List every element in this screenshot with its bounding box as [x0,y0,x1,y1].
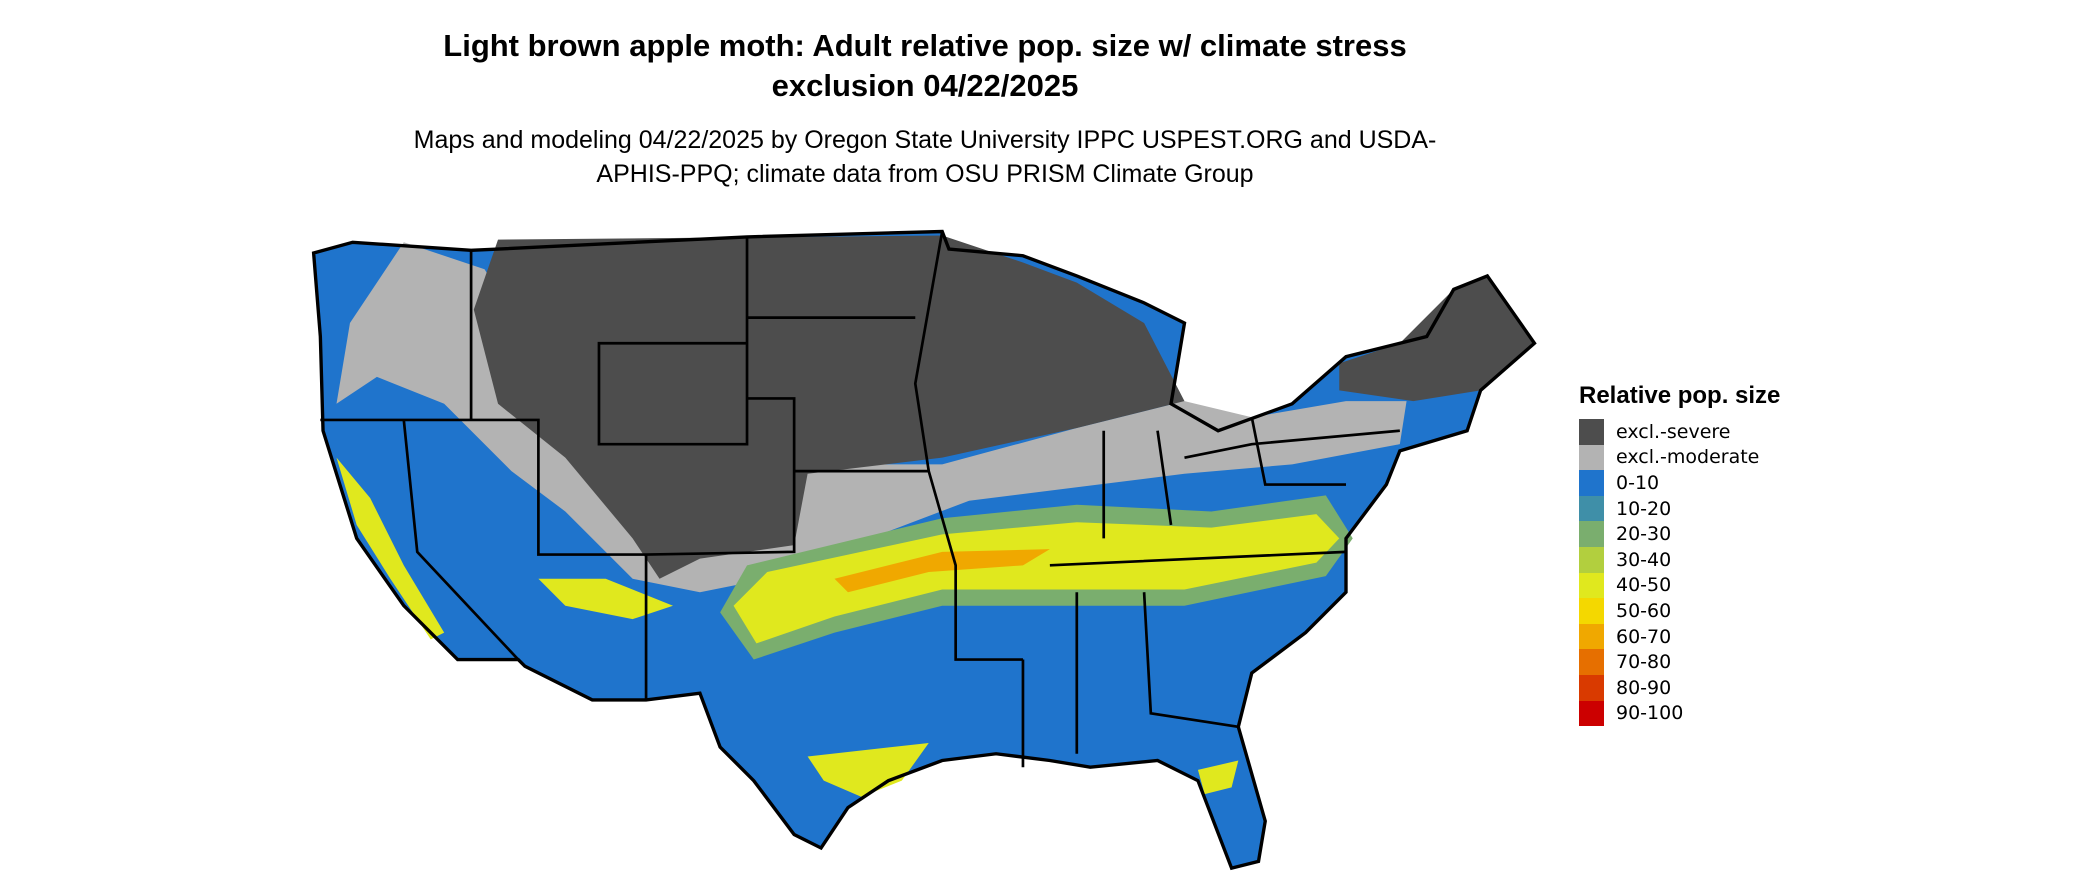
legend-swatch [1579,521,1604,547]
legend-label: 0-10 [1616,471,1660,494]
state-borders [320,231,1400,768]
legend-item: 60-70 [1579,623,1759,650]
legend-swatch [1579,700,1604,727]
legend-item: excl.-severe [1579,419,1759,445]
legend-swatch [1579,470,1604,496]
legend-label: 10-20 [1616,497,1672,520]
coast-band [807,742,1239,797]
legend-title: Relative pop. size [1579,382,1781,409]
hot-band [834,549,1050,593]
west-band [336,457,673,640]
legend-swatch [1579,598,1604,624]
legend-label: 90-100 [1616,702,1684,725]
excl-severe-area [473,235,1535,579]
legend-item: 20-30 [1579,521,1759,547]
legend-item: 90-100 [1579,700,1759,727]
legend-swatch [1579,546,1604,573]
legend-label: excl.-severe [1616,420,1731,443]
legend-item: 10-20 [1579,495,1759,522]
legend: excl.-severe excl.-moderate 0-10 10-20 20-30… [1579,419,1760,727]
legend-label: 20-30 [1616,523,1672,546]
legend-item: 40-50 [1579,572,1759,599]
us-outline [311,229,1537,871]
legend-item: 70-80 [1579,649,1759,675]
legend-swatch [1579,623,1604,650]
legend-item: 50-60 [1579,598,1759,624]
legend-label: 50-60 [1616,599,1672,622]
legend-item: excl.-moderate [1579,444,1760,471]
legend-label: 40-50 [1616,574,1672,597]
legend-item: 30-40 [1579,546,1759,573]
legend-swatch [1579,419,1604,445]
legend-swatch [1579,495,1604,522]
legend-item: 80-90 [1579,674,1759,701]
map-subtitle: Maps and modeling 04/22/2025 by Oregon S… [413,126,1437,188]
legend-label: 60-70 [1616,625,1672,648]
legend-swatch [1579,444,1604,471]
legend-label: 30-40 [1616,548,1672,571]
high-band [733,514,1340,644]
legend-label: 70-80 [1616,651,1672,674]
excl-moderate-area [336,242,1407,593]
legend-swatch [1579,649,1604,675]
map-title: Light brown apple moth: Adult relative p… [443,28,1407,103]
legend-label: 80-90 [1616,676,1672,699]
us-map [311,229,1537,871]
legend-label: excl.-moderate [1616,446,1760,469]
legend-swatch [1579,572,1604,599]
legend-swatch [1579,674,1604,701]
legend-item: 0-10 [1579,470,1759,496]
